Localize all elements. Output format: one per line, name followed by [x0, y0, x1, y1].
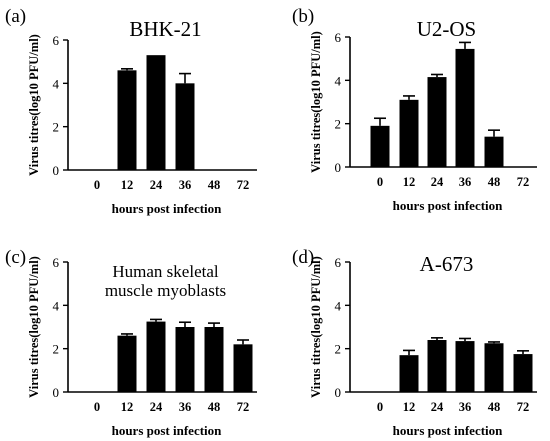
y-tick-label: 6	[53, 255, 60, 270]
y-tick-label: 2	[335, 342, 342, 357]
y-tick-label: 2	[53, 342, 60, 357]
bar-36	[175, 327, 195, 392]
panel-label: (c)	[5, 247, 26, 268]
bar-12	[117, 70, 137, 170]
y-tick-label: 6	[335, 255, 342, 270]
x-tick-label: 12	[403, 175, 416, 189]
panel-label: (b)	[292, 6, 314, 27]
x-tick-label: 48	[208, 178, 221, 192]
bar-24	[427, 77, 447, 167]
y-axis-label: Virus titres(log10 PFU/ml)	[309, 31, 323, 173]
bar-12	[399, 355, 419, 392]
panel-label: (d)	[292, 247, 314, 268]
chart-title: Human skeletal	[112, 262, 218, 281]
y-tick-label: 2	[53, 120, 60, 135]
y-tick-label: 6	[335, 30, 342, 45]
x-tick-label: 0	[94, 178, 100, 192]
y-tick-label: 4	[335, 298, 342, 313]
x-tick-label: 36	[179, 400, 192, 414]
bar-24	[146, 321, 166, 392]
x-tick-label: 72	[237, 178, 250, 192]
bar-48	[484, 343, 504, 392]
y-tick-label: 0	[335, 385, 342, 400]
x-tick-label: 36	[179, 178, 192, 192]
x-tick-label: 0	[377, 175, 383, 189]
y-tick-label: 4	[335, 73, 342, 88]
x-axis-label: hours post infection	[112, 201, 223, 216]
x-tick-label: 48	[488, 400, 501, 414]
bar-72	[233, 344, 253, 392]
x-tick-label: 12	[403, 400, 416, 414]
bar-48	[484, 136, 504, 167]
bar-36	[455, 48, 475, 167]
x-axis-label: hours post infection	[393, 198, 504, 213]
x-tick-label: 48	[488, 175, 501, 189]
bar-12	[399, 99, 419, 167]
y-tick-label: 4	[53, 298, 60, 313]
x-tick-label: 24	[431, 175, 444, 189]
y-tick-label: 0	[335, 160, 342, 175]
bar-72	[513, 354, 533, 392]
y-axis-label: Virus titres(log10 PFU/ml)	[309, 256, 323, 398]
chart-subtitle: muscle myoblasts	[105, 281, 226, 300]
y-tick-label: 2	[335, 117, 342, 132]
y-tick-label: 6	[53, 33, 60, 48]
x-tick-label: 72	[237, 400, 250, 414]
y-tick-label: 0	[53, 163, 60, 178]
x-tick-label: 48	[208, 400, 221, 414]
x-axis-label: hours post infection	[112, 423, 223, 438]
x-tick-label: 24	[431, 400, 444, 414]
y-axis-label: Virus titres(log10 PFU/ml)	[27, 256, 41, 398]
bar-0	[370, 125, 390, 167]
x-tick-label: 0	[377, 400, 383, 414]
chart-title: BHK-21	[129, 17, 201, 41]
x-tick-label: 36	[459, 175, 472, 189]
x-tick-label: 72	[517, 175, 530, 189]
bar-24	[146, 55, 166, 170]
x-tick-label: 36	[459, 400, 472, 414]
bar-48	[204, 327, 224, 392]
x-tick-label: 12	[121, 400, 134, 414]
x-tick-label: 24	[150, 178, 163, 192]
chart-title: A-673	[420, 252, 474, 276]
x-tick-label: 0	[94, 400, 100, 414]
x-tick-label: 24	[150, 400, 163, 414]
bar-24	[427, 340, 447, 392]
y-axis-label: Virus titres(log10 PFU/ml)	[27, 34, 41, 176]
y-tick-label: 0	[53, 385, 60, 400]
x-axis-label: hours post infection	[393, 423, 504, 438]
x-tick-label: 12	[121, 178, 134, 192]
x-tick-label: 72	[517, 400, 530, 414]
bar-36	[455, 341, 475, 392]
chart-title: U2-OS	[417, 17, 477, 41]
panel-label: (a)	[5, 6, 26, 27]
bar-36	[175, 83, 195, 170]
bar-12	[117, 335, 137, 392]
y-tick-label: 4	[53, 76, 60, 91]
